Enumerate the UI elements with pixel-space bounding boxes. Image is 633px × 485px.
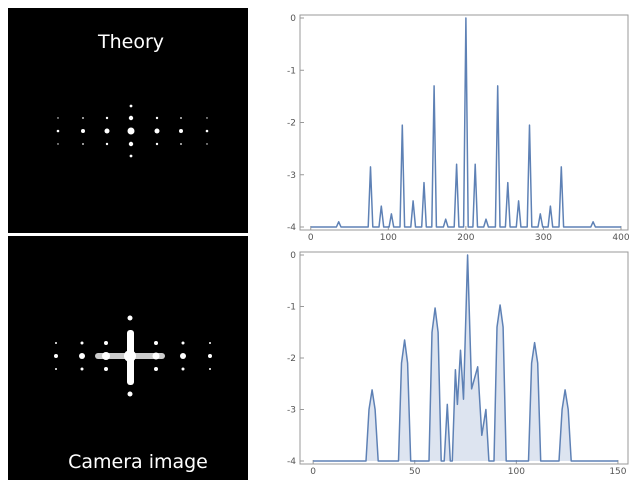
camera-dots bbox=[54, 315, 212, 397]
x-tick-label: 100 bbox=[508, 467, 525, 477]
y-tick-label: 0 bbox=[290, 14, 296, 24]
x-tick-label: 400 bbox=[612, 233, 629, 243]
y-tick-label: -2 bbox=[287, 354, 296, 364]
y-tick-label: -2 bbox=[287, 119, 296, 129]
y-tick-label: -1 bbox=[287, 66, 296, 76]
y-tick-label: -3 bbox=[287, 406, 296, 416]
y-tick-label: -1 bbox=[287, 303, 296, 313]
theory-image bbox=[8, 8, 248, 233]
x-tick-label: 150 bbox=[609, 467, 626, 477]
line bbox=[310, 17, 621, 228]
x-tick-label: 100 bbox=[380, 233, 397, 243]
y-tick-label: 0 bbox=[290, 251, 296, 261]
x-tick-label: 0 bbox=[310, 467, 316, 477]
y-tick-label: -4 bbox=[287, 457, 296, 467]
x-tick-label: 200 bbox=[457, 233, 474, 243]
y-tick-label: -3 bbox=[287, 171, 296, 181]
panel-label: Camera image bbox=[68, 451, 208, 473]
panel-label: Theory bbox=[97, 31, 164, 53]
area bbox=[313, 255, 618, 461]
line bbox=[313, 254, 618, 462]
x-tick-label: 0 bbox=[308, 233, 314, 243]
y-tick-label: -4 bbox=[287, 223, 296, 233]
x-tick-label: 300 bbox=[535, 233, 552, 243]
theory-dots bbox=[56, 104, 209, 158]
x-tick-label: 50 bbox=[409, 467, 421, 477]
